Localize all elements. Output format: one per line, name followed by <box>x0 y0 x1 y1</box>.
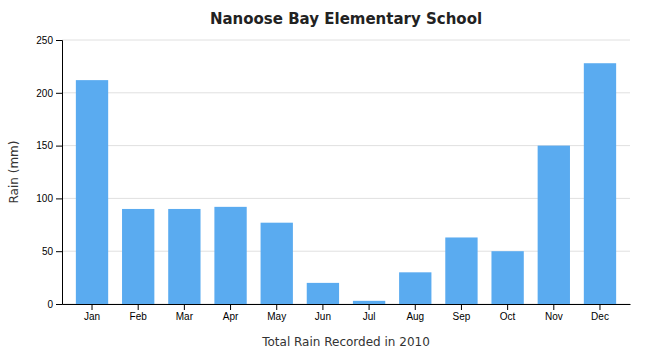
bar <box>122 209 154 304</box>
y-tick-mark <box>56 304 62 305</box>
x-tick: Jan <box>84 304 100 322</box>
y-tick-label: 200 <box>36 88 53 99</box>
bar <box>445 237 477 304</box>
x-tick-label: May <box>267 311 286 322</box>
y-tick: 100 <box>36 193 62 204</box>
x-tick-label: Jan <box>84 311 100 322</box>
x-tick-label: Aug <box>406 311 424 322</box>
y-axis-title: Rain (mm) <box>7 141 21 204</box>
y-tick-label: 150 <box>36 140 53 151</box>
x-tick-label: Mar <box>176 311 194 322</box>
y-tick-label: 100 <box>36 193 53 204</box>
y-tick-mark <box>56 198 62 199</box>
bar <box>76 80 108 304</box>
x-tick: Nov <box>545 304 563 322</box>
x-tick-mark <box>599 304 600 310</box>
x-tick-label: Nov <box>545 311 563 322</box>
bar <box>261 223 293 304</box>
x-tick-mark <box>553 304 554 310</box>
x-tick-mark <box>415 304 416 310</box>
x-tick-label: Jun <box>315 311 331 322</box>
x-tick-mark <box>184 304 185 310</box>
y-tick-mark <box>56 93 62 94</box>
x-tick: Mar <box>176 304 194 322</box>
y-tick-mark <box>56 146 62 147</box>
plot: 0 50 100 150 200 250 Jan Feb Mar Apr May Jun Jul Aug S… <box>36 35 630 322</box>
x-tick-mark <box>92 304 93 310</box>
x-tick: Dec <box>591 304 609 322</box>
y-tick: 200 <box>36 88 62 99</box>
y-axis: 0 50 100 150 200 250 <box>36 35 62 310</box>
x-tick-mark <box>276 304 277 310</box>
x-tick-mark <box>369 304 370 310</box>
x-tick: May <box>267 304 286 322</box>
x-tick: Aug <box>406 304 424 322</box>
x-axis-title: Total Rain Recorded in 2010 <box>261 335 430 349</box>
chart: 0 50 100 150 200 250 Jan Feb Mar Apr May Jun Jul Aug S… <box>0 0 650 360</box>
y-tick-label: 0 <box>47 299 53 310</box>
title: Nanoose Bay Elementary School <box>210 10 482 28</box>
grid-line <box>62 92 630 93</box>
x-tick: Jul <box>363 304 376 322</box>
y-tick: 150 <box>36 140 62 151</box>
grid-line <box>62 40 630 41</box>
bar <box>353 301 385 304</box>
bar <box>399 272 431 304</box>
y-tick: 250 <box>36 35 62 46</box>
x-tick-label: Dec <box>591 311 609 322</box>
y-tick: 50 <box>42 246 62 257</box>
x-tick-label: Apr <box>223 311 239 322</box>
x-axis: Jan Feb Mar Apr May Jun Jul Aug Sep Oct Nov Dec <box>63 304 631 322</box>
x-tick-label: Jul <box>363 311 376 322</box>
x-tick-label: Oct <box>500 311 516 322</box>
x-tick-mark <box>138 304 139 310</box>
bar <box>538 146 570 304</box>
bar <box>584 63 616 304</box>
x-tick: Apr <box>223 304 239 322</box>
x-tick-label: Feb <box>130 311 148 322</box>
y-tick-label: 250 <box>36 35 53 46</box>
x-tick-mark <box>461 304 462 310</box>
bar <box>307 283 339 304</box>
y-tick: 0 <box>47 299 62 310</box>
bar <box>491 251 523 304</box>
bars <box>76 63 616 304</box>
x-tick: Jun <box>315 304 331 322</box>
grid <box>62 40 630 304</box>
x-axis-line <box>63 304 631 305</box>
x-tick: Feb <box>130 304 148 322</box>
y-tick-mark <box>56 251 62 252</box>
y-tick-label: 50 <box>42 246 54 257</box>
x-tick-mark <box>507 304 508 310</box>
x-tick-label: Sep <box>453 311 471 322</box>
bar <box>168 209 200 304</box>
y-axis-line <box>56 41 63 305</box>
x-tick: Sep <box>453 304 471 322</box>
y-tick-mark <box>56 40 62 41</box>
x-tick: Oct <box>500 304 516 322</box>
bar <box>214 207 246 304</box>
x-tick-mark <box>230 304 231 310</box>
x-tick-mark <box>322 304 323 310</box>
